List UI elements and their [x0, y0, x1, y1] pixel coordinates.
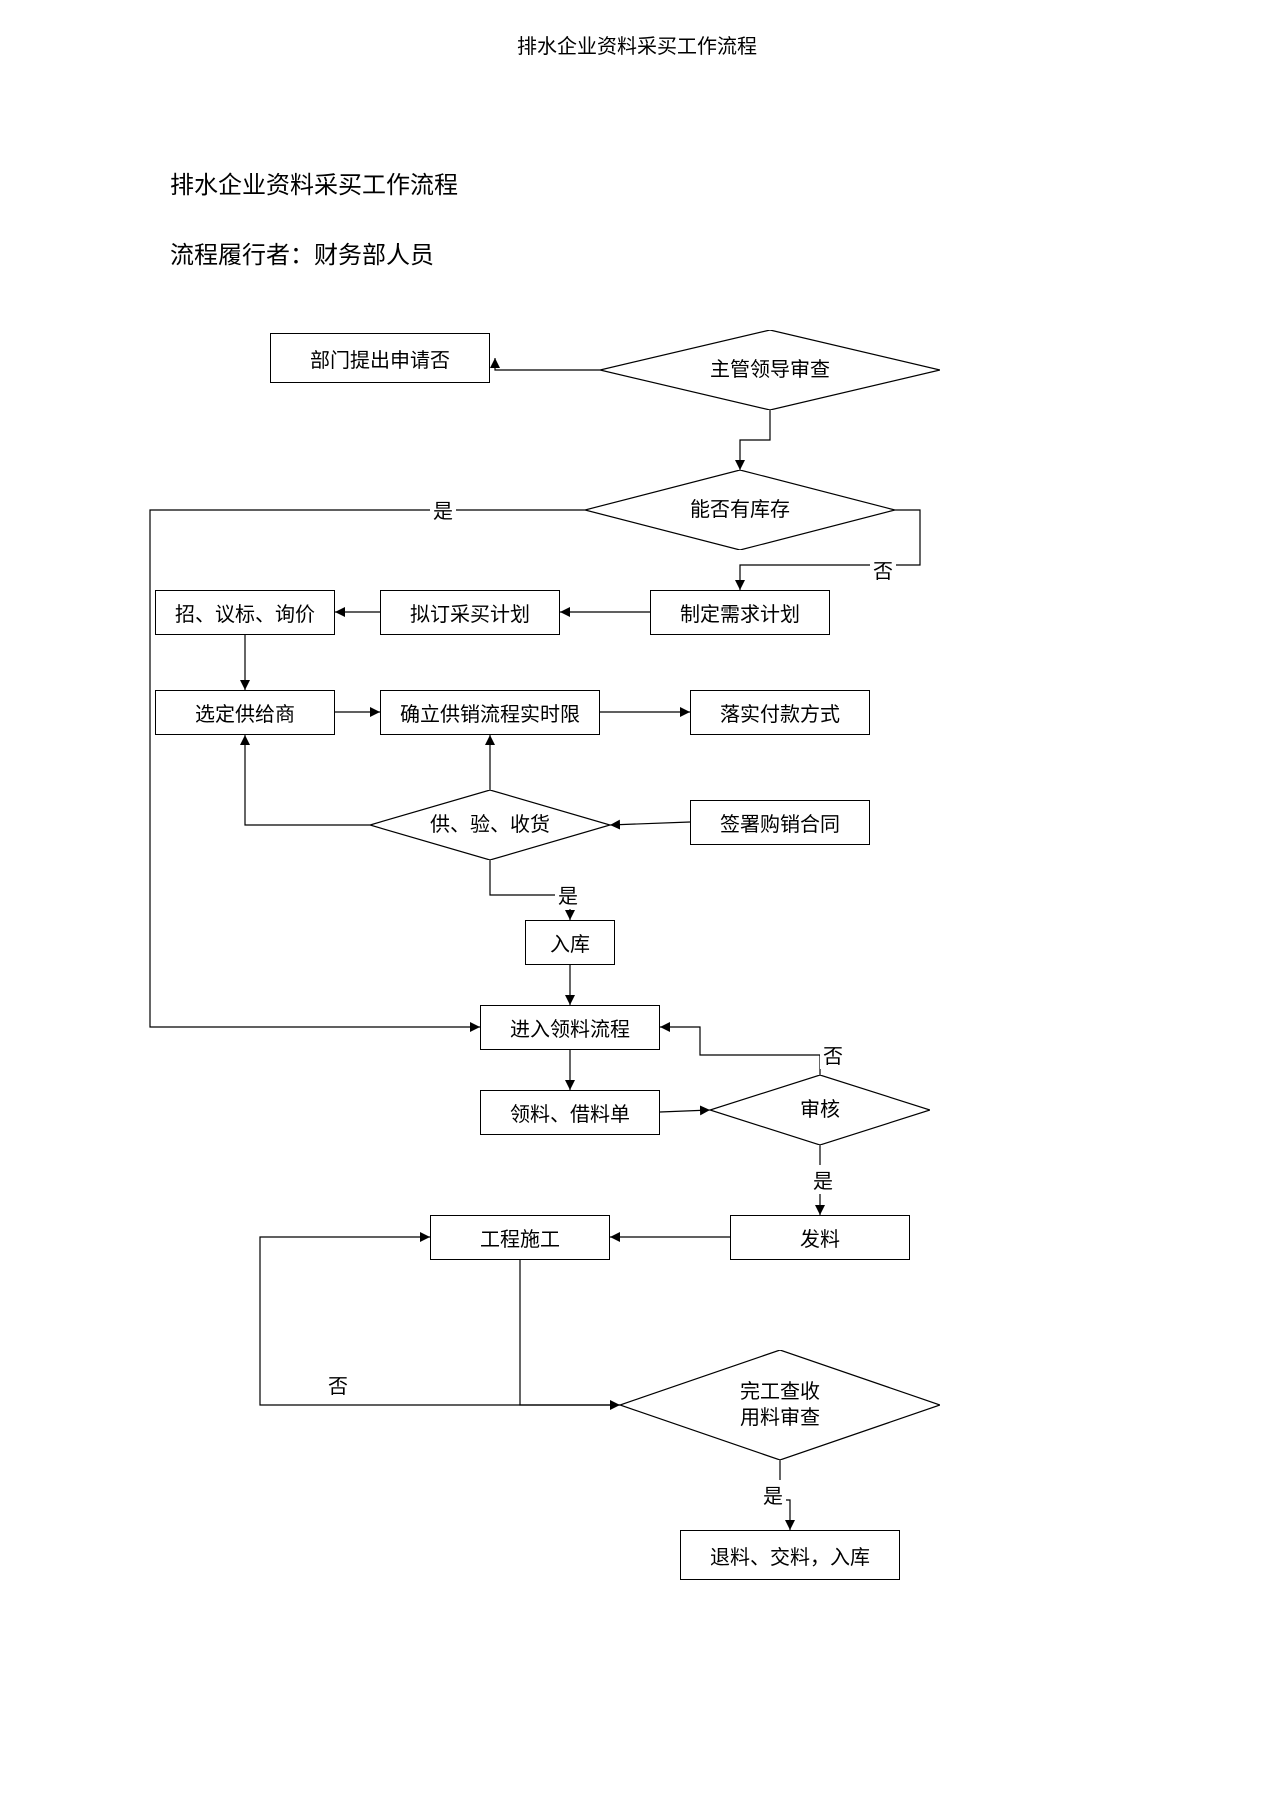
node-label: 确立供销流程实时限	[400, 698, 580, 727]
page: 排水企业资料采买工作流程 排水企业资料采买工作流程 流程履行者：财务部人员	[0, 0, 1274, 1804]
node-demand: 制定需求计划	[650, 590, 830, 635]
node-instock: 入库	[525, 920, 615, 965]
node-reject: 部门提出申请否	[270, 333, 490, 383]
node-stock: 能否有库存	[585, 470, 895, 550]
node-label: 工程施工	[480, 1223, 560, 1252]
node-label: 完工查收 用料审查	[740, 1379, 820, 1431]
node-timeline: 确立供销流程实时限	[380, 690, 600, 735]
edges-layer	[0, 0, 1274, 1804]
node-label: 签署购销合同	[720, 808, 840, 837]
node-label: 部门提出申请否	[310, 344, 450, 373]
page-header: 排水企业资料采买工作流程	[0, 30, 1274, 59]
node-reqform: 领料、借料单	[480, 1090, 660, 1135]
node-construct: 工程施工	[430, 1215, 610, 1260]
node-label: 制定需求计划	[680, 598, 800, 627]
label-yes-receive: 是	[555, 880, 581, 909]
node-dispatch: 发料	[730, 1215, 910, 1260]
node-label: 落实付款方式	[720, 698, 840, 727]
node-label: 退料、交料，入库	[710, 1541, 870, 1570]
node-label: 主管领导审查	[710, 357, 830, 383]
label-yes-audit: 是	[810, 1165, 836, 1194]
title-executor: 流程履行者：财务部人员	[170, 235, 434, 270]
node-label: 审核	[800, 1097, 840, 1123]
label-no-audit: 否	[820, 1040, 846, 1069]
node-label: 进入领料流程	[510, 1013, 630, 1042]
node-contract: 签署购销合同	[690, 800, 870, 845]
label-no-final: 否	[325, 1370, 351, 1399]
node-approve: 主管领导审查	[600, 330, 940, 410]
node-label: 领料、借料单	[510, 1098, 630, 1127]
label-no-stock: 否	[870, 555, 896, 584]
node-label: 拟订采买计划	[410, 598, 530, 627]
node-bid: 招、议标、询价	[155, 590, 335, 635]
node-payment: 落实付款方式	[690, 690, 870, 735]
node-reqflow: 进入领料流程	[480, 1005, 660, 1050]
label-yes-final: 是	[760, 1480, 786, 1509]
node-label: 能否有库存	[690, 497, 790, 523]
node-label: 招、议标、询价	[175, 598, 315, 627]
node-supplier: 选定供给商	[155, 690, 335, 735]
label-yes-stock: 是	[430, 495, 456, 524]
node-audit: 审核	[710, 1075, 930, 1145]
node-receive: 供、验、收货	[370, 790, 610, 860]
node-label: 发料	[800, 1223, 840, 1252]
node-label: 选定供给商	[195, 698, 295, 727]
node-final: 完工查收 用料审查	[620, 1350, 940, 1460]
node-label: 入库	[550, 928, 590, 957]
node-label: 供、验、收货	[430, 812, 550, 838]
node-plan: 拟订采买计划	[380, 590, 560, 635]
node-return: 退料、交料，入库	[680, 1530, 900, 1580]
title-main: 排水企业资料采买工作流程	[170, 165, 458, 200]
